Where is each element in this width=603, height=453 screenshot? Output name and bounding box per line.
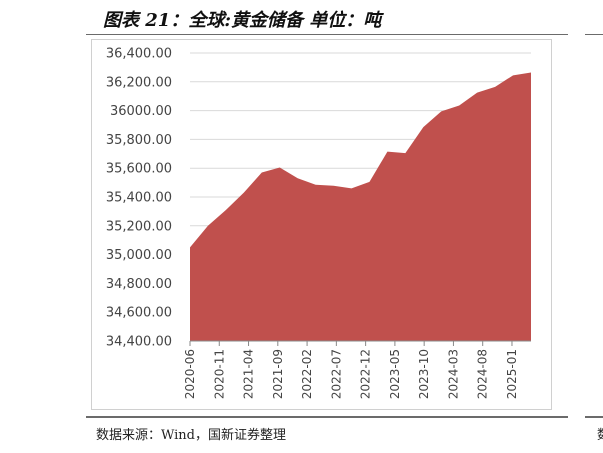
y-tick-label: 35,600.00 bbox=[106, 162, 172, 177]
y-tick-label: 35,000.00 bbox=[106, 248, 172, 263]
series-area bbox=[190, 72, 531, 341]
x-tick-label: 2025-01 bbox=[505, 349, 519, 399]
x-axis: 2020-06 2020-11 2021-04 2021-09 2022-02 2022-… bbox=[183, 340, 531, 399]
top-rule-adjacent bbox=[585, 34, 603, 35]
y-tick-label: 36,400.00 bbox=[106, 47, 172, 62]
y-tick-label: 36000.00 bbox=[110, 104, 172, 119]
bottom-rule bbox=[86, 416, 568, 418]
y-tick-label: 34,600.00 bbox=[106, 306, 172, 321]
area-series-gold-reserves bbox=[190, 72, 531, 341]
y-tick-label: 35,200.00 bbox=[106, 219, 172, 234]
y-tick-label: 34,400.00 bbox=[106, 335, 172, 350]
x-tick-label: 2024-08 bbox=[476, 349, 490, 399]
y-tick-label: 36,200.00 bbox=[106, 75, 172, 90]
x-tick-label: 2020-11 bbox=[212, 349, 226, 399]
x-tick-label: 2022-02 bbox=[300, 349, 314, 399]
x-tick-label: 2020-06 bbox=[183, 349, 197, 399]
top-rule bbox=[86, 34, 568, 35]
x-tick-label: 2021-09 bbox=[271, 349, 285, 399]
x-tick-label: 2021-04 bbox=[242, 349, 256, 399]
chart-title: 图表 21：全球:黄金储备 单位：吨 bbox=[103, 10, 382, 31]
x-tick-label: 2023-05 bbox=[388, 349, 402, 399]
x-tick-label: 2024-03 bbox=[446, 349, 460, 399]
x-tick-label: 2022-07 bbox=[329, 349, 343, 399]
y-tick-label: 35,800.00 bbox=[106, 133, 172, 148]
y-tick-label: 35,400.00 bbox=[106, 191, 172, 206]
bottom-rule-adjacent bbox=[585, 416, 603, 418]
y-axis: 36,400.00 36,200.00 36000.00 35,800.00 35,60… bbox=[106, 47, 172, 350]
y-tick-label: 34,800.00 bbox=[106, 277, 172, 292]
x-tick-label: 2022-12 bbox=[359, 349, 373, 399]
adjacent-panel-glyph: 数 bbox=[597, 424, 603, 443]
source-note: 数据来源：Wind，国新证券整理 bbox=[96, 428, 286, 443]
chart-frame bbox=[91, 39, 552, 410]
x-tick-label: 2023-10 bbox=[417, 349, 431, 399]
